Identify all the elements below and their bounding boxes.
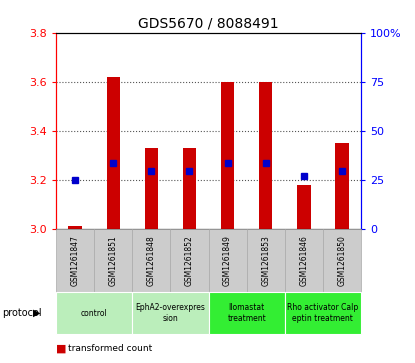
Bar: [335, 143, 349, 229]
Bar: [247, 229, 285, 292]
Text: EphA2-overexpres
sion: EphA2-overexpres sion: [135, 303, 205, 323]
Bar: [183, 148, 196, 229]
Text: GSM1261851: GSM1261851: [109, 235, 118, 286]
Text: GSM1261852: GSM1261852: [185, 235, 194, 286]
Bar: [107, 77, 120, 229]
Bar: [171, 229, 209, 292]
Text: ▶: ▶: [33, 308, 40, 318]
Bar: [323, 229, 361, 292]
Text: GSM1261850: GSM1261850: [337, 235, 347, 286]
Bar: [259, 82, 272, 229]
Text: GSM1261846: GSM1261846: [299, 235, 308, 286]
Text: GSM1261847: GSM1261847: [71, 235, 80, 286]
Bar: [285, 292, 361, 334]
Text: Rho activator Calp
eptin treatment: Rho activator Calp eptin treatment: [287, 303, 359, 323]
Text: GSM1261849: GSM1261849: [223, 235, 232, 286]
Text: protocol: protocol: [2, 308, 42, 318]
Bar: [68, 226, 82, 229]
Bar: [209, 229, 247, 292]
Text: transformed count: transformed count: [68, 344, 153, 353]
Bar: [145, 148, 158, 229]
Bar: [132, 292, 209, 334]
Bar: [285, 229, 323, 292]
Text: GSM1261853: GSM1261853: [261, 235, 270, 286]
Bar: [297, 185, 310, 229]
Text: ■: ■: [56, 343, 66, 354]
Text: control: control: [81, 309, 107, 318]
Text: Ilomastat
treatment: Ilomastat treatment: [227, 303, 266, 323]
Bar: [209, 292, 285, 334]
Bar: [221, 82, 234, 229]
Bar: [56, 229, 94, 292]
Bar: [132, 229, 171, 292]
Title: GDS5670 / 8088491: GDS5670 / 8088491: [138, 16, 279, 30]
Bar: [94, 229, 132, 292]
Text: GSM1261848: GSM1261848: [147, 235, 156, 286]
Bar: [56, 292, 132, 334]
